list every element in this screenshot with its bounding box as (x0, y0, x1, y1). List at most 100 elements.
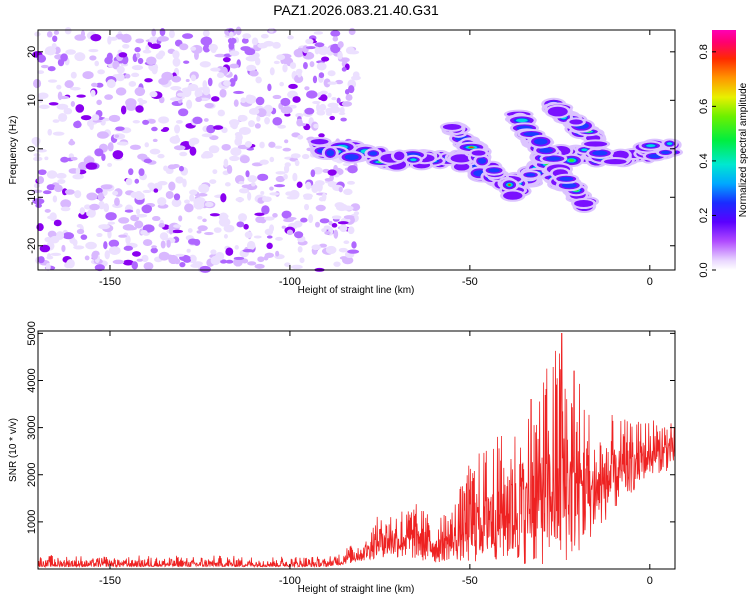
noise-speckle (304, 86, 310, 91)
noise-speckle (186, 248, 191, 253)
colorbar-gradient (712, 30, 736, 270)
noise-speckle (313, 167, 323, 175)
noise-speckle (201, 153, 207, 159)
noise-speckle (294, 159, 300, 167)
noise-speckle (254, 123, 261, 129)
noise-speckle (158, 50, 166, 58)
noise-speckle (125, 235, 131, 245)
noise-speckle (60, 199, 72, 208)
noise-speckle (131, 261, 139, 270)
noise-speckle (33, 78, 42, 89)
noise-speckle (76, 228, 85, 235)
noise-speckle (112, 190, 119, 196)
noise-speckle (127, 226, 137, 231)
noise-speckle (247, 175, 258, 183)
snr-y-tick-label: 5000 (26, 321, 38, 345)
noise-speckle (136, 258, 143, 262)
snr-ticks: -150 -100 -50 0 1000 2000 3000 4000 5000 (26, 321, 675, 587)
noise-speckle (331, 223, 338, 228)
noise-speckle (56, 103, 69, 110)
noise-speckle (337, 41, 344, 49)
noise-speckle (288, 83, 298, 89)
noise-speckle (52, 119, 60, 123)
noise-speckle (53, 30, 60, 35)
noise-speckle (347, 165, 358, 174)
noise-speckle (47, 128, 53, 136)
noise-speckle (103, 241, 108, 250)
noise-speckle (34, 31, 41, 37)
noise-speckle (305, 38, 314, 45)
noise-speckle (137, 98, 144, 103)
noise-speckle (45, 263, 51, 272)
mirror-track-core (561, 182, 577, 188)
noise-speckle (158, 222, 165, 228)
noise-speckle (221, 127, 228, 134)
noise-speckle (104, 250, 110, 260)
noise-speckle (173, 193, 181, 201)
noise-speckle (56, 84, 62, 90)
mirror-track-core (515, 118, 528, 123)
noise-speckle (193, 200, 205, 210)
noise-speckle (318, 196, 325, 202)
noise-speckle (319, 218, 330, 224)
noise-speckle (253, 235, 262, 239)
noise-speckle (285, 191, 294, 196)
noise-speckle (318, 133, 325, 138)
noise-speckle (144, 78, 153, 83)
noise-speckle (321, 56, 330, 62)
noise-speckle (91, 114, 100, 121)
signal-track-core (410, 158, 417, 162)
noise-speckle (210, 255, 221, 266)
noise-speckle (260, 33, 269, 39)
mirror-track-blob (471, 150, 486, 156)
noise-speckle (343, 188, 353, 196)
noise-speckle (276, 54, 286, 61)
noise-speckle (331, 97, 337, 101)
noise-speckle (318, 62, 326, 70)
snr-series-line (37, 332, 676, 569)
noise-speckle (122, 43, 130, 49)
noise-speckle (160, 240, 166, 249)
noise-speckle (266, 235, 273, 239)
spectrogram-frame (37, 29, 676, 271)
noise-speckle (69, 138, 74, 146)
noise-speckle (248, 120, 255, 128)
noise-speckle (158, 251, 170, 261)
noise-speckle (158, 96, 165, 104)
noise-speckle (60, 206, 71, 212)
noise-speckle (331, 215, 342, 220)
noise-speckle (196, 230, 202, 234)
noise-speckle (90, 89, 96, 97)
noise-speckle (255, 216, 265, 224)
noise-speckle (188, 238, 198, 245)
noise-speckle (259, 141, 265, 149)
noise-speckle (226, 164, 233, 174)
noise-speckle (293, 220, 303, 228)
noise-speckle (125, 178, 133, 186)
signal-track-core (581, 148, 588, 152)
snr-x-tick-label: -50 (462, 575, 478, 587)
noise-speckle (72, 174, 84, 180)
spec-x-tick-label: -50 (462, 276, 478, 288)
noise-speckle (275, 175, 285, 183)
noise-speckle (65, 49, 77, 55)
noise-speckle (201, 133, 213, 138)
noise-speckle (205, 152, 214, 159)
noise-speckle (325, 107, 334, 114)
noise-speckle (314, 42, 325, 48)
noise-speckle (235, 133, 243, 142)
noise-speckle (197, 193, 208, 197)
noise-speckle (64, 80, 74, 89)
noise-speckle (53, 219, 62, 227)
noise-speckle (269, 192, 280, 196)
noise-speckle (351, 241, 357, 249)
signal-track-blob (393, 151, 405, 161)
mirror-track-core (477, 158, 487, 164)
noise-speckle (219, 259, 228, 264)
noise-speckle (242, 33, 252, 39)
noise-speckle (255, 76, 262, 84)
noise-speckle (279, 81, 285, 87)
noise-speckle (182, 33, 194, 39)
noise-speckle (255, 96, 265, 106)
noise-speckle (274, 145, 283, 149)
